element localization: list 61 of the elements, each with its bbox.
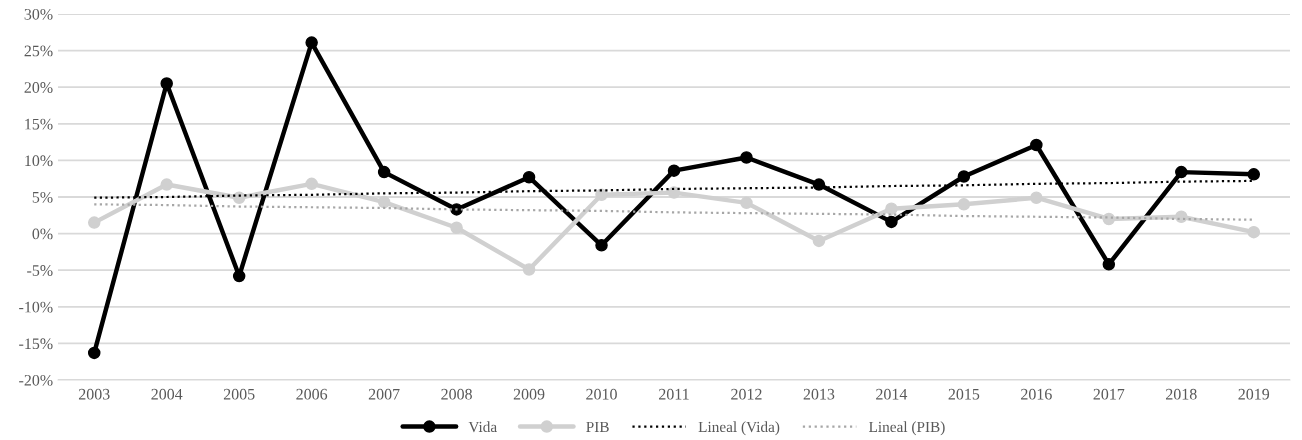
point bbox=[87, 216, 101, 229]
legend-label: Lineal (PIB) bbox=[868, 421, 945, 436]
y-tick-label: -5% bbox=[27, 265, 53, 276]
y-tick-label: 15% bbox=[25, 118, 53, 130]
point bbox=[667, 186, 681, 199]
point bbox=[1247, 168, 1261, 181]
y-tick-label: 5% bbox=[32, 191, 53, 203]
point bbox=[87, 346, 101, 360]
y-tick-label: 25% bbox=[24, 45, 53, 57]
point bbox=[1102, 258, 1116, 271]
x-tick-label: 2006 bbox=[296, 388, 328, 400]
point bbox=[740, 151, 753, 164]
y-tick-label: -20% bbox=[19, 374, 53, 386]
point bbox=[667, 164, 681, 177]
point bbox=[160, 77, 173, 90]
point bbox=[305, 36, 318, 49]
x-tick-label: 2013 bbox=[803, 388, 835, 400]
point bbox=[377, 165, 391, 179]
point bbox=[957, 198, 971, 211]
x-tick-label: 2018 bbox=[1166, 388, 1197, 400]
x-tick-label: 2012 bbox=[731, 388, 762, 400]
point bbox=[812, 234, 826, 248]
x-tick-label: 2014 bbox=[876, 388, 908, 400]
point bbox=[450, 221, 463, 234]
x-tick-label: 2016 bbox=[1021, 388, 1052, 400]
x-tick-label: 2008 bbox=[441, 388, 472, 400]
y-tick-label: 0% bbox=[32, 228, 53, 240]
y-tick-label: -15% bbox=[19, 338, 53, 350]
x-tick-label: 2009 bbox=[513, 388, 545, 400]
x-tick-label: 2017 bbox=[1093, 388, 1125, 400]
point bbox=[522, 263, 536, 276]
y-tick-label: -10% bbox=[19, 301, 53, 313]
point bbox=[1030, 138, 1043, 152]
x-tick-label: 2019 bbox=[1238, 388, 1270, 400]
x-tick-label: 2010 bbox=[586, 388, 617, 400]
point bbox=[957, 170, 971, 183]
point bbox=[522, 170, 536, 184]
legend-label: PIB bbox=[586, 421, 609, 432]
point bbox=[885, 215, 898, 229]
point bbox=[740, 196, 753, 210]
point bbox=[885, 202, 898, 215]
point bbox=[1175, 165, 1188, 179]
legend-label: Vida bbox=[468, 421, 497, 433]
point bbox=[595, 188, 608, 202]
x-tick-label: 2005 bbox=[223, 388, 255, 400]
point bbox=[232, 269, 246, 283]
y-tick-label: 20% bbox=[24, 82, 53, 93]
x-tick-label: 2004 bbox=[151, 388, 183, 400]
point bbox=[1030, 191, 1043, 204]
x-tick-label: 2007 bbox=[368, 388, 400, 400]
point bbox=[377, 195, 391, 209]
x-tick-label: 2011 bbox=[659, 388, 689, 400]
point bbox=[160, 178, 173, 191]
y-tick-label: 30% bbox=[24, 8, 53, 20]
x-tick-label: 2015 bbox=[948, 388, 980, 400]
point bbox=[595, 239, 608, 252]
legend-label: Lineal (Vida) bbox=[698, 421, 780, 436]
point bbox=[1247, 225, 1261, 239]
y-tick-label: 10% bbox=[25, 155, 53, 167]
point bbox=[305, 177, 318, 191]
x-tick-label: 2003 bbox=[78, 388, 110, 400]
